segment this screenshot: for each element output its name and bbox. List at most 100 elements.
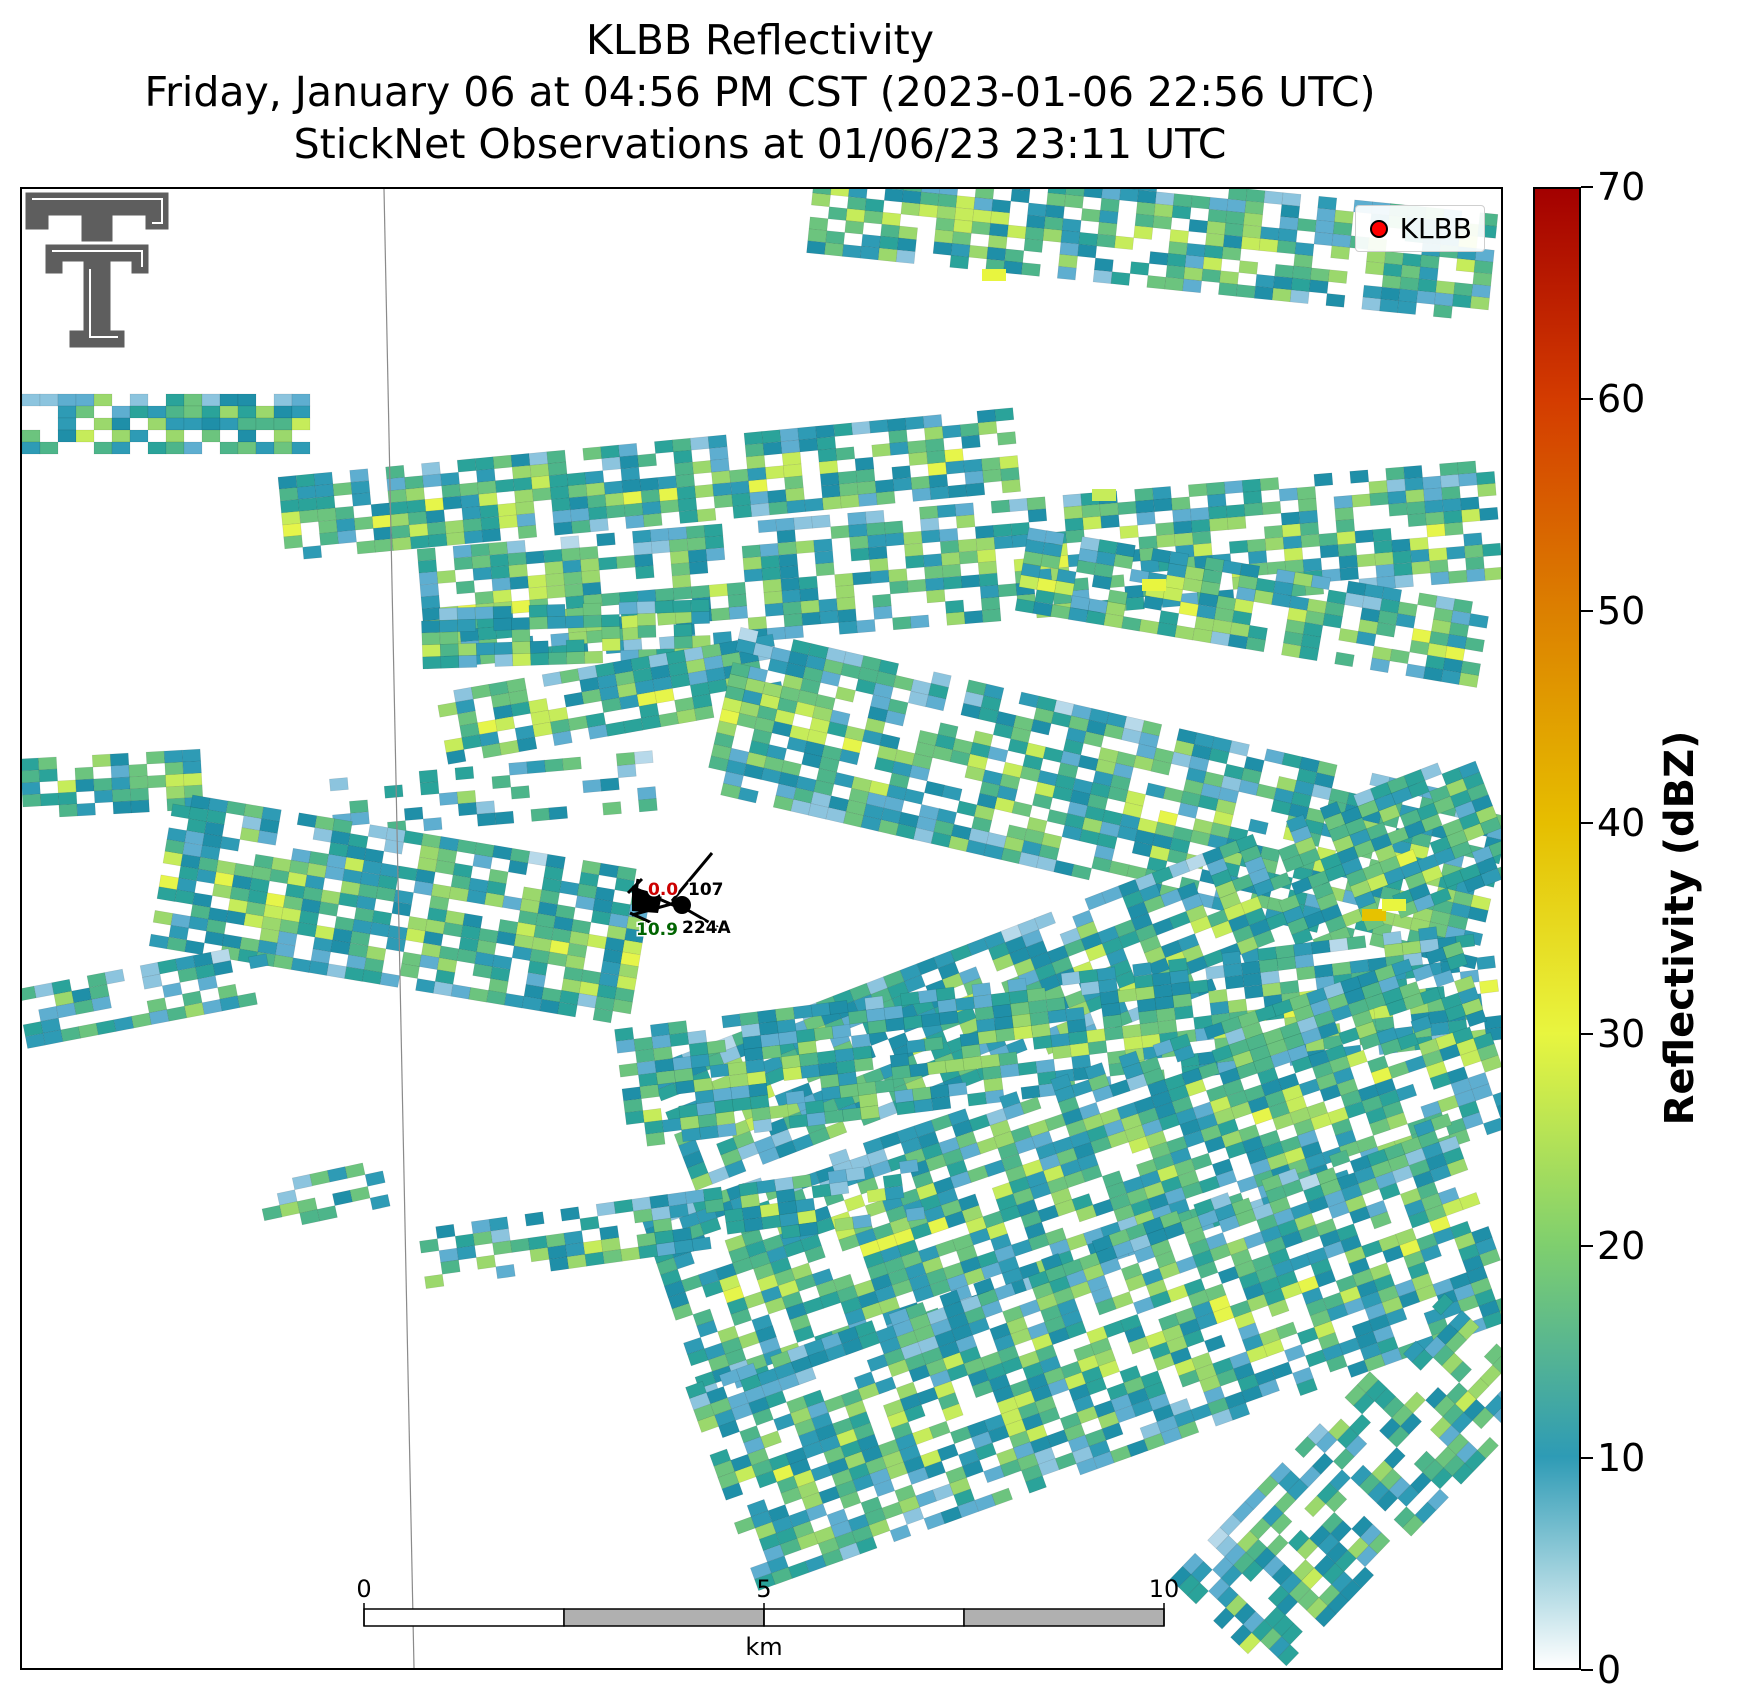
reflectivity-bin-strong xyxy=(1092,489,1116,501)
reflectivity-bin xyxy=(552,730,573,747)
reflectivity-bin xyxy=(1395,613,1416,629)
reflectivity-bin xyxy=(22,393,41,407)
reflectivity-bin xyxy=(453,556,474,571)
reflectivity-bin xyxy=(1403,465,1423,480)
reflectivity-bin xyxy=(566,651,586,665)
reflectivity-bin xyxy=(810,791,832,808)
reflectivity-bin xyxy=(1221,246,1242,261)
reflectivity-bin xyxy=(1279,216,1299,231)
reflectivity-bin xyxy=(798,1221,819,1237)
reflectivity-bin xyxy=(415,978,436,994)
reflectivity-bin xyxy=(1085,610,1107,626)
reflectivity-bin xyxy=(337,529,357,545)
reflectivity-bin xyxy=(864,198,885,213)
reflectivity-bin xyxy=(206,809,227,825)
reflectivity-bin xyxy=(760,554,781,569)
reflectivity-bin xyxy=(458,654,478,669)
reflectivity-bin xyxy=(492,1240,513,1256)
reflectivity-bin xyxy=(761,429,782,444)
reflectivity-bin xyxy=(886,417,907,432)
reflectivity-bin xyxy=(440,655,460,669)
reflectivity-bin xyxy=(1417,278,1438,293)
reflectivity-bin xyxy=(1296,486,1317,501)
reflectivity-bin xyxy=(1060,750,1082,768)
reflectivity-bin xyxy=(883,1005,904,1021)
reflectivity-bin xyxy=(1050,604,1071,620)
radar-map-panel[interactable]: 0.0 107 10.9 224A 0 5 10 km xyxy=(20,187,1503,1670)
reflectivity-bin xyxy=(883,795,905,813)
reflectivity-bin xyxy=(960,434,981,449)
reflectivity-bin xyxy=(1188,755,1210,773)
reflectivity-bin xyxy=(1242,972,1263,988)
reflectivity-bin xyxy=(22,429,41,443)
reflectivity-bin xyxy=(1282,535,1303,550)
reflectivity-bin xyxy=(492,589,513,604)
reflectivity-bin xyxy=(929,485,950,501)
reflectivity-bin xyxy=(1261,500,1282,516)
reflectivity-bin xyxy=(673,1239,694,1255)
reflectivity-bin xyxy=(818,598,838,613)
reflectivity-bin xyxy=(782,463,803,478)
reflectivity-bin xyxy=(129,405,149,419)
reflectivity-bin xyxy=(645,1131,666,1147)
reflectivity-bin xyxy=(1013,715,1034,732)
reflectivity-bin xyxy=(600,444,620,459)
reflectivity-bin xyxy=(704,1198,725,1214)
reflectivity-bin xyxy=(999,1063,1020,1079)
reflectivity-bin xyxy=(281,510,301,526)
reflectivity-bin xyxy=(833,422,853,437)
reflectivity-bin xyxy=(1334,651,1355,668)
reflectivity-bin xyxy=(1292,265,1312,281)
reflectivity-bin xyxy=(297,497,318,512)
reflectivity-bin xyxy=(1330,245,1351,260)
reflectivity-bin xyxy=(273,405,293,419)
reflectivity-bin xyxy=(475,800,496,815)
reflectivity-bin xyxy=(613,1198,634,1215)
reflectivity-bin xyxy=(512,476,533,492)
reflectivity-bin xyxy=(1276,239,1297,255)
reflectivity-bin xyxy=(1200,782,1222,800)
reflectivity-bin xyxy=(889,441,909,456)
reflectivity-bin xyxy=(818,460,839,475)
reflectivity-bin xyxy=(475,1254,497,1270)
reflectivity-bin xyxy=(953,219,973,234)
reflectivity-bin xyxy=(654,688,675,704)
reflectivity-bin xyxy=(825,230,846,245)
scale-tick-0: 0 xyxy=(356,1575,371,1603)
reflectivity-bin xyxy=(1423,666,1444,682)
reflectivity-bin xyxy=(708,446,729,461)
reflectivity-bin xyxy=(983,683,1005,701)
reflectivity-bin xyxy=(562,559,582,574)
reflectivity-bin xyxy=(874,478,895,494)
reflectivity-bin xyxy=(963,610,984,625)
reflectivity-bin xyxy=(1332,221,1353,236)
reflectivity-bin xyxy=(165,785,186,800)
reflectivity-bin xyxy=(1302,557,1323,572)
reflectivity-bin xyxy=(1281,642,1302,659)
reflectivity-bin xyxy=(615,751,636,767)
reflectivity-bin xyxy=(997,583,1018,598)
reflectivity-bin xyxy=(371,910,393,926)
reflectivity-bin xyxy=(516,512,537,528)
reflectivity-bin xyxy=(1022,754,1044,771)
reflectivity-bin xyxy=(675,473,696,488)
reflectivity-bin xyxy=(1275,1321,1298,1340)
reflectivity-bin xyxy=(781,589,802,604)
reflectivity-bin xyxy=(1071,863,1092,881)
reflectivity-bin xyxy=(421,632,441,646)
reflectivity-bin xyxy=(201,417,221,431)
reflectivity-bin xyxy=(637,453,657,468)
reflectivity-bin xyxy=(938,527,959,542)
reflectivity-bin xyxy=(1242,224,1262,239)
reflectivity-bin xyxy=(511,617,531,631)
scale-unit: km xyxy=(745,1633,782,1661)
reflectivity-bin xyxy=(1043,216,1064,231)
reflectivity-bin xyxy=(671,574,692,589)
reflectivity-bin xyxy=(716,1122,737,1138)
reflectivity-bin xyxy=(988,222,1009,238)
reflectivity-bin xyxy=(1374,551,1394,566)
reflectivity-bin xyxy=(1418,266,1439,281)
reflectivity-bin xyxy=(888,568,908,583)
reflectivity-bin xyxy=(783,613,803,628)
reflectivity-bin xyxy=(868,545,888,560)
